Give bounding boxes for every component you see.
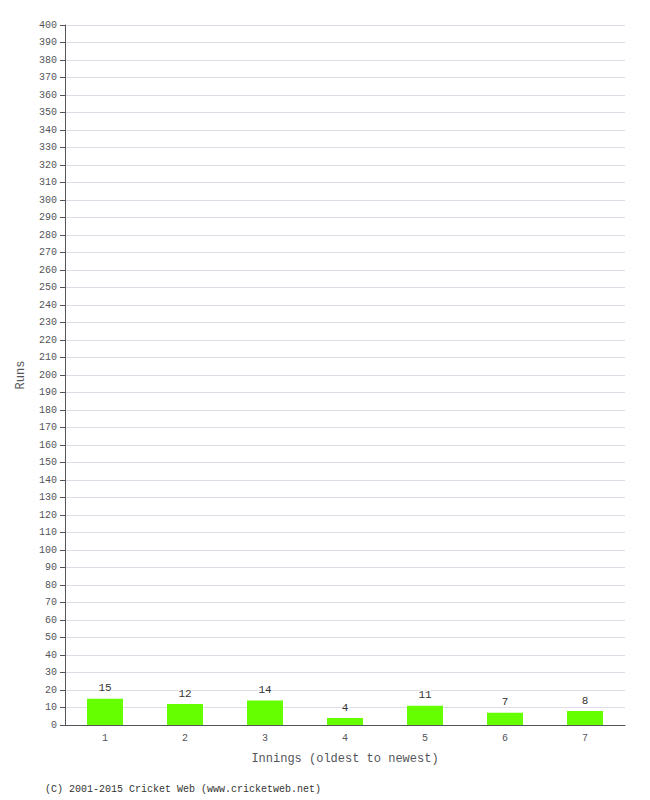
svg-text:3: 3 — [262, 733, 268, 744]
svg-text:50: 50 — [45, 632, 57, 643]
svg-text:280: 280 — [39, 230, 57, 241]
svg-text:370: 370 — [39, 72, 57, 83]
svg-text:360: 360 — [39, 90, 57, 101]
svg-text:110: 110 — [39, 527, 57, 538]
svg-text:70: 70 — [45, 597, 57, 608]
svg-text:40: 40 — [45, 650, 57, 661]
svg-text:220: 220 — [39, 335, 57, 346]
svg-text:(C) 2001-2015 Cricket Web (www: (C) 2001-2015 Cricket Web (www.cricketwe… — [45, 784, 321, 795]
svg-text:Runs: Runs — [14, 361, 28, 390]
svg-text:190: 190 — [39, 387, 57, 398]
svg-text:250: 250 — [39, 282, 57, 293]
svg-text:390: 390 — [39, 37, 57, 48]
svg-text:180: 180 — [39, 405, 57, 416]
svg-text:160: 160 — [39, 440, 57, 451]
svg-text:100: 100 — [39, 545, 57, 556]
svg-text:5: 5 — [422, 733, 428, 744]
svg-text:130: 130 — [39, 492, 57, 503]
svg-text:80: 80 — [45, 580, 57, 591]
svg-text:20: 20 — [45, 685, 57, 696]
svg-text:200: 200 — [39, 370, 57, 381]
svg-text:120: 120 — [39, 510, 57, 521]
svg-text:7: 7 — [582, 733, 588, 744]
svg-text:4: 4 — [342, 733, 348, 744]
svg-text:210: 210 — [39, 352, 57, 363]
svg-text:12: 12 — [178, 688, 191, 700]
svg-text:400: 400 — [39, 20, 57, 31]
svg-text:Innings (oldest to newest): Innings (oldest to newest) — [251, 752, 438, 766]
svg-text:4: 4 — [342, 702, 349, 714]
svg-text:90: 90 — [45, 562, 57, 573]
svg-text:2: 2 — [182, 733, 188, 744]
svg-text:270: 270 — [39, 247, 57, 258]
svg-text:15: 15 — [98, 682, 111, 694]
svg-text:150: 150 — [39, 457, 57, 468]
svg-text:380: 380 — [39, 55, 57, 66]
svg-text:320: 320 — [39, 160, 57, 171]
svg-text:6: 6 — [502, 733, 508, 744]
svg-text:230: 230 — [39, 317, 57, 328]
svg-text:240: 240 — [39, 300, 57, 311]
svg-text:310: 310 — [39, 177, 57, 188]
svg-text:8: 8 — [582, 695, 589, 707]
svg-text:300: 300 — [39, 195, 57, 206]
svg-text:260: 260 — [39, 265, 57, 276]
svg-text:290: 290 — [39, 212, 57, 223]
svg-text:350: 350 — [39, 107, 57, 118]
svg-text:170: 170 — [39, 422, 57, 433]
svg-text:10: 10 — [45, 702, 57, 713]
svg-text:140: 140 — [39, 475, 57, 486]
svg-text:30: 30 — [45, 667, 57, 678]
svg-text:11: 11 — [418, 689, 432, 701]
svg-text:340: 340 — [39, 125, 57, 136]
svg-text:330: 330 — [39, 142, 57, 153]
svg-text:0: 0 — [51, 720, 57, 731]
svg-text:14: 14 — [258, 684, 272, 696]
svg-text:1: 1 — [102, 733, 108, 744]
svg-text:7: 7 — [502, 696, 509, 708]
svg-text:60: 60 — [45, 615, 57, 626]
